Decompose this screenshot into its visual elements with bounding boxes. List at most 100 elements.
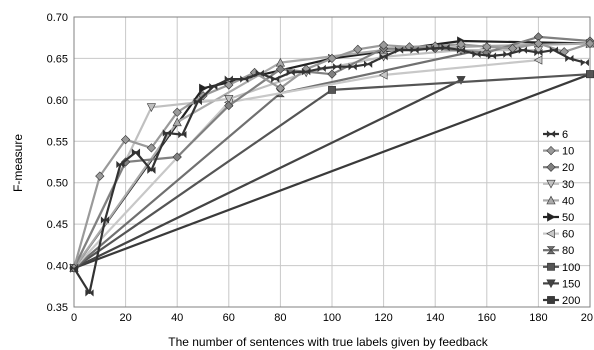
series-6-point-left	[85, 289, 90, 297]
legend-swatch-marker	[546, 195, 556, 205]
series-6-point	[472, 50, 481, 58]
series-60-point	[533, 55, 543, 65]
series-6	[69, 44, 589, 297]
series-6-point-right	[151, 166, 156, 174]
series-6-point-right	[383, 53, 388, 61]
series-6-point-left	[333, 63, 338, 71]
series-6-point	[317, 64, 326, 72]
series-6-point	[271, 75, 280, 83]
series-6-point-right	[74, 264, 79, 272]
series-6-point-right	[213, 83, 218, 91]
series-10-point	[275, 83, 286, 93]
series-6-point-right	[321, 64, 326, 72]
series-6-point-left	[317, 64, 322, 72]
series-6-point-left	[286, 68, 291, 77]
series-20-point	[224, 101, 234, 111]
y-tick-label: 0.55	[47, 136, 68, 148]
series-6-point-right	[89, 289, 94, 297]
legend-swatch-marker-left	[546, 130, 551, 138]
series-6-point-right	[244, 75, 249, 83]
y-tick-label: 0.60	[47, 95, 68, 107]
series-30-point	[146, 103, 156, 113]
series-6-point-right	[538, 49, 543, 57]
series-6-point-left	[302, 68, 307, 76]
series-6-point-left	[379, 53, 384, 61]
series-6-point	[178, 131, 187, 139]
series-6-point	[333, 63, 342, 71]
series-6-point	[425, 44, 435, 53]
series-6-point	[302, 68, 311, 76]
y-tick-label: 0.35	[47, 302, 68, 314]
x-tick-label: 60	[223, 312, 235, 324]
series-6-point-right	[476, 50, 481, 58]
series-6-point-left	[240, 75, 245, 83]
series-6-point-right	[430, 44, 435, 53]
legend-swatch-marker	[546, 229, 555, 239]
series-10-point	[146, 143, 157, 153]
series-6-point-left	[580, 58, 585, 67]
series-6-point-right	[275, 75, 280, 83]
series-60-line	[73, 59, 539, 269]
series-6-point-left	[487, 52, 492, 60]
series-10-point	[378, 40, 389, 50]
series-6-point-right	[182, 131, 187, 139]
series-6-point-left	[565, 54, 570, 63]
series-6-point-left	[100, 216, 105, 224]
legend-swatch-marker	[547, 296, 555, 304]
series-6-point-right	[414, 46, 419, 54]
legend-label: 80	[562, 245, 574, 257]
series-100-point	[586, 70, 594, 79]
y-tick-label: 0.50	[47, 178, 68, 190]
series-10-point	[224, 80, 234, 90]
legend-label: 30	[562, 179, 574, 191]
series-10-point	[456, 39, 466, 49]
plot-area-border	[73, 16, 591, 308]
x-tick-label: 160	[478, 312, 496, 324]
legend-swatch-marker	[547, 262, 555, 271]
legend-item-20: 20	[543, 162, 574, 174]
legend-swatch-marker	[546, 179, 556, 189]
series-6-point-right	[197, 97, 202, 106]
x-tick-label: 20	[119, 312, 131, 324]
series-20-point	[275, 64, 286, 74]
series-6-point-right	[584, 58, 589, 67]
legend-item-100: 100	[543, 262, 580, 274]
series-6-point	[565, 54, 574, 63]
series-40-point	[172, 117, 182, 127]
series-20-point	[172, 152, 182, 162]
series-100-point	[328, 86, 336, 94]
series-6-point-right	[507, 50, 512, 58]
series-6-point-left	[503, 50, 508, 58]
series-6-point	[348, 63, 357, 71]
series-10-point	[120, 135, 131, 145]
series-6-point	[518, 46, 528, 54]
series-6-point-right	[569, 54, 574, 63]
legend: 6 10 20 30 40 50 60 80 100 150 200	[543, 129, 580, 307]
series-6-point	[379, 53, 388, 61]
legend-label: 20	[562, 162, 574, 174]
series-6-point-left	[255, 69, 260, 77]
series-6-point	[224, 75, 233, 83]
series-6-point-right	[399, 46, 404, 54]
legend-label: 50	[562, 212, 574, 224]
legend-swatch-marker	[546, 162, 556, 172]
x-tick-label: 120	[374, 312, 392, 324]
series-6-point-right	[306, 68, 311, 76]
legend-label: 60	[562, 229, 574, 241]
series-6-point	[100, 216, 110, 224]
x-axis-tick-labels: 0 20 40 60 80 100 120 140 160 180 20	[71, 312, 593, 324]
legend-swatch-marker	[547, 212, 556, 222]
series-6-point-left	[193, 97, 198, 106]
y-tick-label: 0.45	[47, 219, 68, 231]
series-6-point	[549, 46, 558, 54]
series-6-point-left	[271, 75, 276, 83]
legend-item-40: 40	[543, 195, 574, 207]
series-6-point-left	[162, 129, 167, 137]
series-6-point	[255, 69, 264, 77]
series-6-point-right	[368, 60, 373, 68]
y-axis-title: F-measure	[11, 134, 25, 192]
series-6-point	[394, 46, 404, 54]
series-6-point-left	[131, 148, 136, 156]
legend-label: 10	[562, 146, 574, 158]
series-6-point	[131, 148, 141, 156]
